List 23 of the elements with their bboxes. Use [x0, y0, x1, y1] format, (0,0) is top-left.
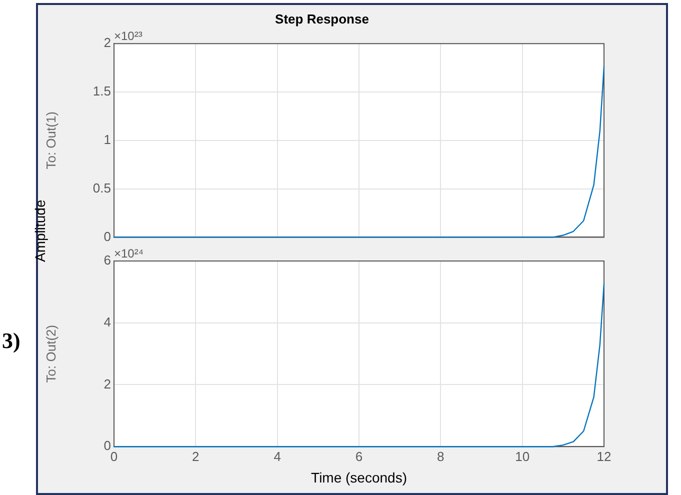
x-tick-label: 4 [274, 448, 281, 464]
x-tick-label: 12 [596, 448, 612, 464]
text: ×10²⁴ [114, 246, 144, 260]
x-axis-title: Time (seconds) [311, 469, 407, 486]
y-tick-label: 6 [104, 252, 111, 268]
text: ×10²³ [114, 28, 142, 43]
y-tick-label: 1 [104, 132, 111, 147]
y-tick-label: 2 [104, 376, 111, 392]
y-tick-label: 0.5 [92, 180, 111, 196]
y-tick-label: 2 [104, 35, 111, 50]
y-tick-label: 0 [104, 228, 111, 244]
x-tick-label: 2 [192, 448, 200, 464]
y-axis-title: To: Out(1) [43, 112, 58, 170]
x-tick-label: 8 [437, 448, 444, 464]
y-tick-label: 1.5 [92, 84, 111, 99]
x-tick-label: 6 [355, 448, 363, 464]
text: 3) [2, 328, 20, 354]
y-axis-title: To: Out(2) [43, 324, 58, 383]
text: Amplitude [32, 200, 48, 262]
chart-title: Step Response [275, 11, 369, 26]
y-tick-label: 4 [104, 314, 111, 330]
y-tick-label: 0 [104, 438, 111, 454]
x-tick-label: 10 [515, 448, 530, 464]
